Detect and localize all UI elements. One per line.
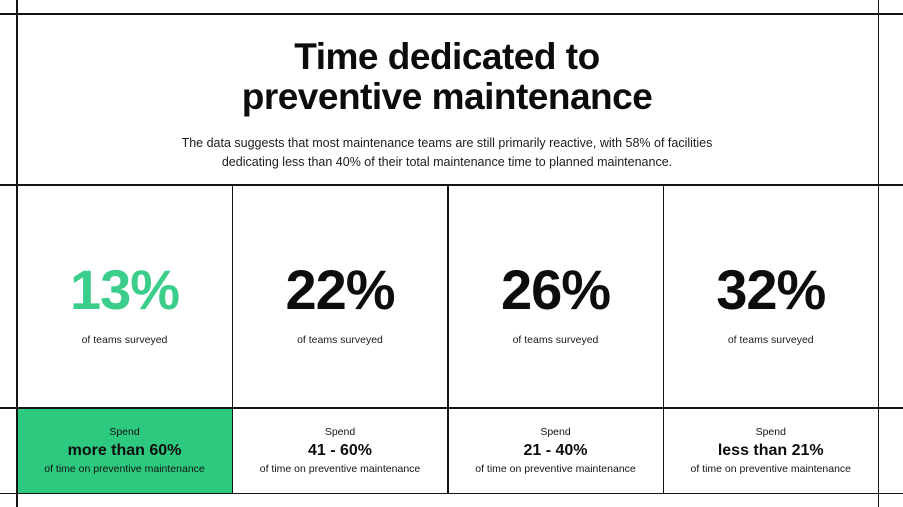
spend-label-1: Spend — [109, 426, 140, 438]
stat-caption-4: of teams surveyed — [727, 333, 814, 346]
spend-label-2: Spend — [324, 426, 356, 438]
stat-cell-2: 22% of teams surveyed — [233, 185, 447, 406]
grid-vline-inner-2 — [447, 184, 449, 494]
stat-value-4: 32% — [716, 257, 826, 321]
spend-caption-3: of time on preventive maintenance — [475, 463, 636, 475]
stat-cell-1: 13% of teams surveyed — [18, 185, 232, 406]
grid-hline-stats — [0, 407, 903, 409]
stat-caption-1: of teams surveyed — [81, 333, 168, 346]
grid-vline-inner-3 — [662, 184, 664, 494]
grid-hline-bottom — [0, 492, 903, 494]
page-title: Time dedicated to preventive maintenance — [16, 37, 878, 117]
grid-hline-header — [0, 184, 903, 186]
spend-cell-1: Spend more than 60% of time on preventiv… — [17, 408, 232, 493]
page-subtitle: The data suggests that most maintenance … — [181, 135, 713, 169]
spend-caption-1: of time on preventive maintenance — [44, 463, 205, 475]
stat-cell-4: 32% of teams surveyed — [664, 185, 878, 406]
spend-cell-3: Spend 21 - 40% of time on preventive mai… — [449, 409, 663, 493]
page-title-line1: Time dedicated to — [294, 36, 600, 77]
spend-cell-4: Spend less than 21% of time on preventiv… — [664, 409, 878, 493]
stat-value-2: 22% — [285, 257, 395, 321]
spend-caption-2: of time on preventive maintenance — [259, 463, 421, 475]
grid-hline-top — [0, 13, 903, 15]
grid-vline-inner-1 — [231, 184, 233, 494]
stat-caption-3: of teams surveyed — [512, 333, 599, 346]
grid-vline-left — [16, 0, 18, 507]
page-title-line2: preventive maintenance — [241, 75, 653, 117]
stat-value-1: 13% — [69, 257, 180, 321]
spend-label-3: Spend — [540, 426, 571, 438]
spend-range-2: 41 - 60% — [307, 442, 373, 459]
spend-range-4: less than 21% — [717, 442, 824, 459]
spend-range-1: more than 60% — [67, 442, 182, 459]
spend-caption-4: of time on preventive maintenance — [690, 463, 851, 475]
spend-range-3: 21 - 40% — [523, 442, 588, 459]
stat-caption-2: of teams surveyed — [297, 333, 383, 346]
spend-label-4: Spend — [755, 426, 786, 438]
stat-cell-3: 26% of teams surveyed — [449, 185, 663, 406]
header: Time dedicated to preventive maintenance… — [16, 13, 878, 171]
stat-value-3: 26% — [500, 257, 611, 321]
grid-vline-right — [877, 0, 879, 507]
spend-cell-2: Spend 41 - 60% of time on preventive mai… — [233, 409, 447, 493]
